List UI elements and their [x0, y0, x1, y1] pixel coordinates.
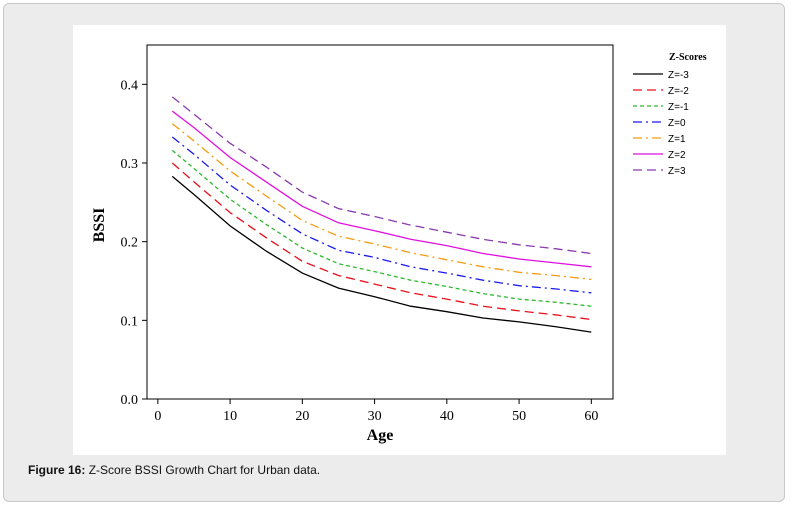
series-layer: [171, 96, 592, 333]
y-axis-title: BSSI: [91, 208, 108, 243]
legend-entry-label: Z=-1: [668, 102, 689, 113]
figure-caption: Figure 16: Z-Score BSSI Growth Chart for…: [28, 463, 320, 477]
y-tick-label: 0.3: [121, 157, 139, 172]
legend-entry-label: Z=-3: [668, 70, 689, 81]
series-line: [171, 96, 592, 255]
series-line: [171, 136, 592, 294]
y-tick-label: 0.0: [121, 393, 139, 408]
x-tick-label: 10: [223, 409, 237, 424]
y-tick-label: 0.1: [121, 314, 139, 329]
legend: Z-Scores Z=-3 Z=-2 Z=-1 Z=0 Z=1 Z=2 Z=3: [633, 52, 707, 177]
growth-chart-svg: 0 10 20 30 40 50 60 0.0 0.1 0.2 0.3 0.4 Age BSSI Z…: [91, 44, 707, 444]
legend-entry-label: Z=2: [668, 150, 686, 161]
series-line: [171, 175, 592, 333]
series-line: [171, 162, 592, 321]
y-axis-ticks: 0.0 0.1 0.2 0.3 0.4: [121, 78, 147, 408]
x-tick-label: 60: [584, 409, 598, 424]
x-tick-label: 40: [440, 409, 454, 424]
series-line: [171, 123, 592, 281]
legend-entry-label: Z=3: [668, 166, 686, 177]
y-tick-label: 0.4: [121, 78, 139, 93]
legend-title: Z-Scores: [669, 52, 707, 63]
x-axis-ticks: 0 10 20 30 40 50 60: [154, 399, 598, 424]
caption-text: Z-Score BSSI Growth Chart for Urban data…: [85, 463, 321, 477]
plot-area: [146, 44, 614, 400]
figure-frame: 0 10 20 30 40 50 60 0.0 0.1 0.2 0.3 0.4 Age BSSI Z…: [3, 3, 785, 502]
legend-entry-label: Z=0: [668, 118, 686, 129]
x-tick-label: 20: [295, 409, 309, 424]
legend-entry-label: Z=-2: [668, 86, 689, 97]
x-tick-label: 0: [154, 409, 161, 424]
chart-panel: 0 10 20 30 40 50 60 0.0 0.1 0.2 0.3 0.4 Age BSSI Z…: [73, 25, 726, 455]
caption-label: Figure 16:: [28, 463, 86, 477]
x-axis-title: Age: [367, 427, 394, 444]
legend-entry-label: Z=1: [668, 134, 686, 145]
x-tick-label: 30: [368, 409, 382, 424]
y-tick-label: 0.2: [121, 236, 139, 251]
series-line: [171, 149, 592, 307]
series-line: [171, 110, 592, 268]
x-tick-label: 50: [512, 409, 526, 424]
